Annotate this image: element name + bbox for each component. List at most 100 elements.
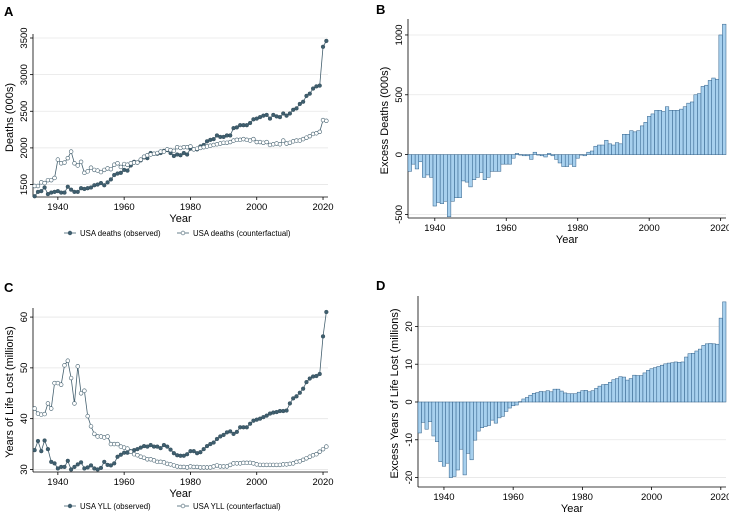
point-counterfactual bbox=[324, 444, 329, 449]
bar bbox=[693, 94, 698, 155]
bar bbox=[701, 345, 706, 403]
bar bbox=[514, 153, 520, 155]
point-counterfactual bbox=[75, 364, 80, 369]
bar bbox=[525, 154, 530, 157]
panel-letter: A bbox=[4, 4, 14, 19]
point-observed bbox=[248, 421, 253, 426]
x-tick-label: 2020 bbox=[312, 477, 333, 488]
bar bbox=[600, 144, 605, 155]
point-observed bbox=[75, 462, 80, 467]
bar bbox=[650, 113, 655, 155]
point-counterfactual bbox=[251, 136, 256, 142]
bar bbox=[550, 154, 555, 157]
bar bbox=[586, 151, 591, 155]
bar bbox=[417, 401, 422, 434]
bar bbox=[707, 80, 712, 155]
point-observed bbox=[204, 443, 210, 449]
point-counterfactual bbox=[85, 413, 90, 419]
bar bbox=[708, 343, 713, 403]
bar bbox=[522, 154, 527, 157]
y-axis-title: Years of Life Lost (millions) bbox=[4, 326, 16, 458]
point-observed bbox=[244, 425, 249, 430]
bar bbox=[554, 154, 559, 160]
point-counterfactual bbox=[264, 139, 269, 145]
y-tick-label: 0 bbox=[404, 399, 415, 404]
y-tick-label: -20 bbox=[404, 471, 415, 485]
bar bbox=[621, 376, 626, 403]
point-counterfactual bbox=[68, 149, 74, 154]
y-tick-label: -500 bbox=[394, 205, 405, 224]
legend-label: USA YLL (observed) bbox=[80, 502, 151, 511]
point-observed bbox=[304, 93, 309, 98]
x-tick-label: 2000 bbox=[246, 202, 267, 213]
point-observed bbox=[118, 452, 123, 457]
point-observed bbox=[105, 180, 110, 185]
bar bbox=[493, 401, 498, 424]
legend-marker-counterfactual bbox=[180, 503, 186, 509]
point-counterfactual bbox=[62, 160, 67, 165]
x-tick-label: 1940 bbox=[433, 492, 454, 503]
bar bbox=[439, 154, 444, 204]
y-tick-label: 2000 bbox=[19, 137, 30, 158]
bar bbox=[559, 390, 564, 403]
point-observed bbox=[277, 115, 283, 120]
bar bbox=[684, 356, 689, 403]
point-counterfactual bbox=[72, 401, 77, 406]
bar bbox=[715, 78, 720, 155]
point-counterfactual bbox=[138, 157, 143, 162]
bar bbox=[566, 393, 571, 403]
bar bbox=[472, 154, 477, 180]
point-observed bbox=[32, 448, 37, 453]
bar bbox=[469, 401, 474, 461]
bar bbox=[593, 145, 598, 155]
bar bbox=[704, 343, 709, 403]
series-line bbox=[34, 40, 327, 197]
point-observed bbox=[69, 467, 74, 472]
bar bbox=[421, 401, 426, 423]
y-tick-label: 0 bbox=[394, 152, 405, 157]
y-tick-label: 1500 bbox=[19, 174, 30, 195]
x-tick-label: 2000 bbox=[246, 477, 267, 488]
x-tick-label: 1980 bbox=[572, 492, 593, 503]
bar bbox=[673, 361, 678, 403]
bar bbox=[632, 374, 637, 403]
point-observed bbox=[42, 185, 47, 190]
bar bbox=[659, 365, 664, 403]
bar bbox=[521, 398, 526, 403]
bar bbox=[576, 391, 581, 403]
x-tick-label: 1940 bbox=[47, 477, 68, 488]
x-tick-label: 2020 bbox=[710, 492, 729, 503]
point-counterfactual bbox=[65, 358, 71, 363]
panel-c: C 30 40 50 60 1940 1960 1980 2000 2020 Year Years o… bbox=[4, 280, 334, 511]
y-tick-label: 3500 bbox=[19, 27, 30, 48]
point-counterfactual bbox=[68, 375, 74, 381]
x-tick-label: 1960 bbox=[114, 477, 135, 488]
point-counterfactual bbox=[75, 163, 80, 168]
x-tick-label: 1960 bbox=[503, 492, 524, 503]
panel-letter: D bbox=[376, 278, 385, 293]
point-observed bbox=[304, 379, 309, 385]
point-observed bbox=[284, 113, 289, 118]
bar bbox=[557, 154, 562, 164]
bar bbox=[428, 401, 433, 422]
bar bbox=[668, 110, 673, 155]
point-observed bbox=[264, 112, 269, 118]
y-axis-title: Deaths (000s) bbox=[4, 83, 16, 152]
bar bbox=[587, 391, 592, 403]
bar bbox=[579, 154, 584, 156]
point-counterfactual bbox=[125, 446, 130, 451]
y-tick-label: 1000 bbox=[394, 24, 405, 45]
bar bbox=[629, 130, 634, 155]
bar bbox=[556, 388, 561, 403]
bar bbox=[665, 106, 670, 155]
point-observed bbox=[284, 408, 289, 413]
bar bbox=[679, 108, 684, 155]
bar bbox=[700, 86, 705, 155]
bar bbox=[435, 401, 440, 442]
point-observed bbox=[281, 111, 286, 116]
bar bbox=[531, 393, 536, 403]
x-axis-title: Year bbox=[561, 503, 584, 515]
bar bbox=[490, 401, 495, 421]
bar bbox=[677, 362, 682, 403]
bar bbox=[479, 154, 484, 173]
